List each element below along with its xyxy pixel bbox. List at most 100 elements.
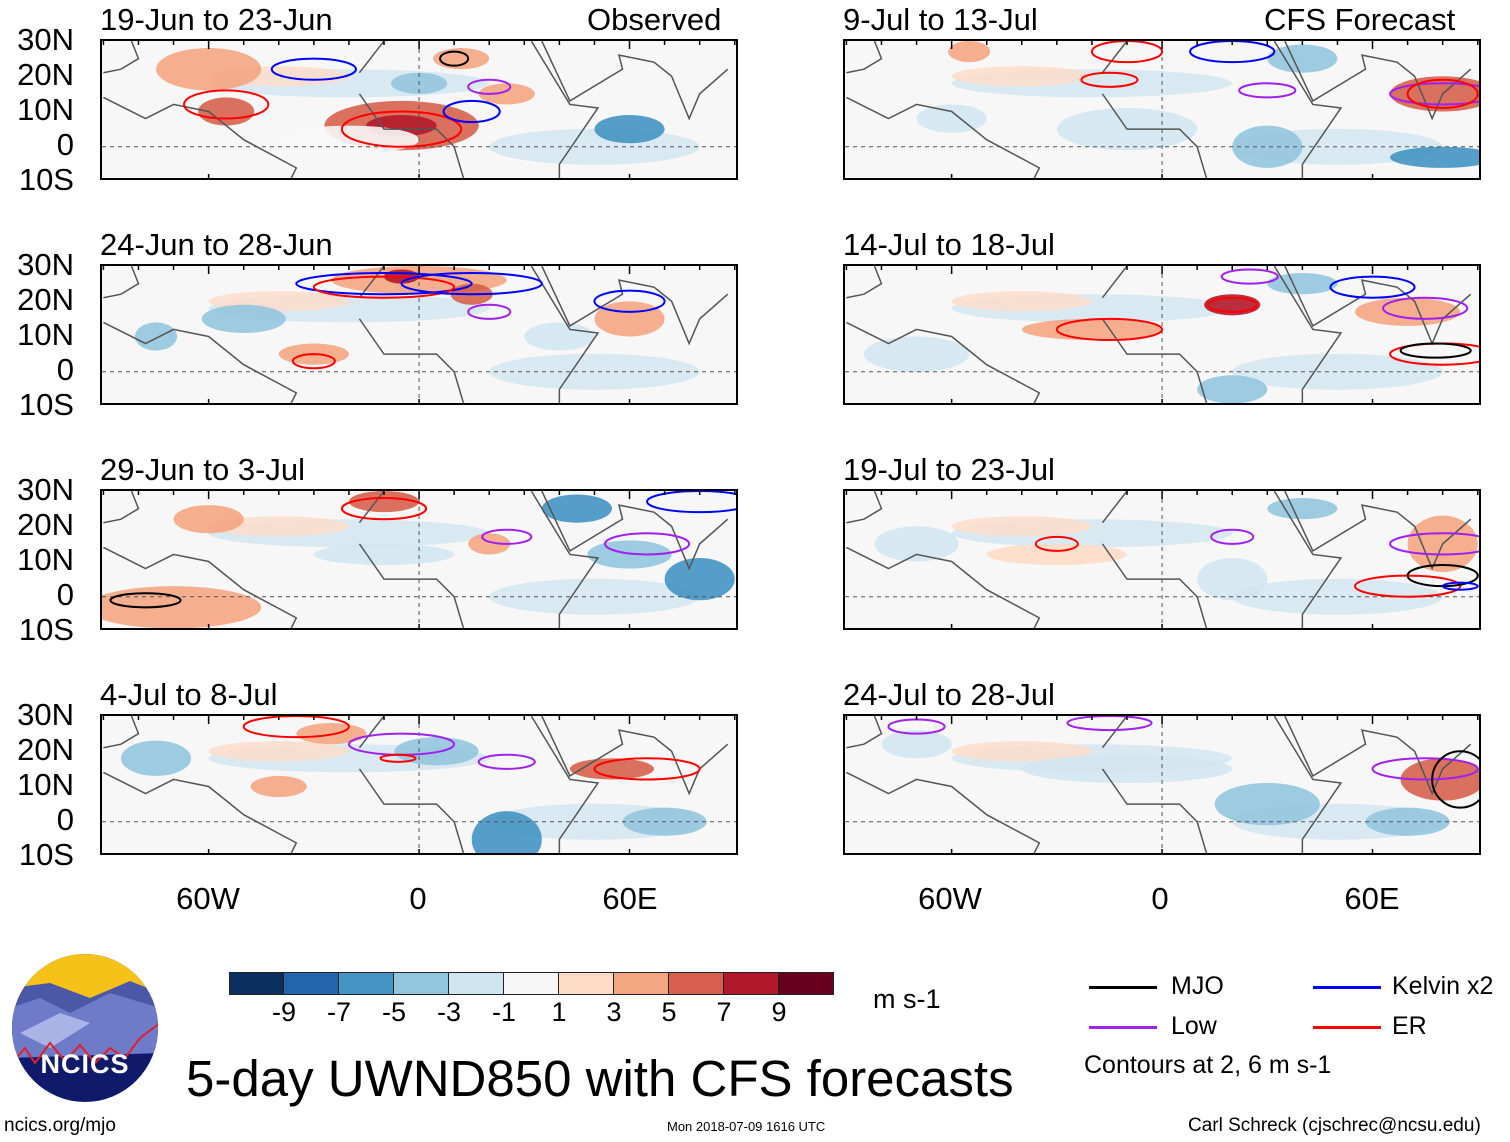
panel-title: 19-Jun to 23-Jun (100, 2, 333, 37)
colorbar-units: m s-1 (873, 984, 941, 1014)
wave-contour (439, 50, 470, 67)
map-panel (100, 264, 738, 405)
shading-region (1021, 754, 1233, 783)
observed-header: Observed (587, 2, 722, 37)
colorbar-tick: -3 (436, 997, 461, 1027)
panel-title: 29-Jun to 3-Jul (100, 452, 306, 487)
wave-contour (312, 275, 456, 299)
wave-contour (1371, 757, 1479, 781)
legend-low-label: Low (1171, 1012, 1217, 1040)
wave-contour (603, 532, 691, 556)
wave-contour (270, 57, 357, 81)
shading-region (468, 533, 511, 555)
shading-region (986, 543, 1127, 566)
lat-label: 30N (17, 697, 74, 732)
colorbar-tick: -9 (271, 997, 296, 1027)
wave-contour (1206, 296, 1258, 313)
lat-label: 0 (56, 352, 74, 387)
shading-region (1390, 76, 1479, 112)
contour-note: Contours at 2, 6 m s-1 (1084, 1051, 1332, 1079)
coastline-africa (1101, 266, 1343, 403)
wave-contour (1382, 296, 1469, 320)
legend-kelvin-line (1313, 986, 1381, 989)
shading-region (951, 516, 1092, 537)
coastline-africa (358, 266, 600, 403)
shading-region (948, 41, 991, 63)
wave-contour (1431, 750, 1479, 809)
shading-region (1021, 318, 1163, 341)
shading-region (594, 115, 665, 144)
shading-region (208, 741, 349, 762)
footer-url: ncics.org/mjo (4, 1115, 116, 1136)
colorbar-swatch (669, 972, 724, 995)
wave-contour (1441, 581, 1479, 591)
lat-label: 30N (17, 22, 74, 57)
map-panel (100, 489, 738, 630)
coastline-asia (541, 716, 729, 796)
map-panel (100, 39, 738, 180)
colorbar-tick: -5 (381, 997, 406, 1027)
colorbar-swatch (284, 972, 339, 995)
colorbar-tick: -1 (491, 997, 516, 1027)
panel-title: 9-Jul to 13-Jul (843, 2, 1038, 37)
shading-region (1232, 578, 1443, 615)
shading-region (664, 557, 735, 601)
colorbar-tick: 3 (606, 997, 622, 1027)
shading-region (208, 516, 349, 537)
lat-label: 10S (18, 837, 74, 872)
lat-label: 30N (17, 472, 74, 507)
shading-region (594, 301, 665, 337)
coastline-caribbean (103, 266, 140, 299)
coastline-caribbean (846, 41, 883, 74)
wave-contour (1080, 71, 1139, 88)
shading-region (1267, 273, 1338, 295)
colorbar-tick: -7 (326, 997, 351, 1027)
shading-region (916, 104, 987, 133)
shading-region (1354, 297, 1461, 326)
wave-contour (467, 303, 512, 320)
coastline-asia (1284, 491, 1472, 571)
shading-region (951, 291, 1092, 312)
wave-contour (1329, 275, 1416, 299)
wave-contour (1406, 78, 1479, 109)
lon-label: 60E (1344, 881, 1400, 916)
wave-contour (291, 353, 336, 370)
shading-region (1390, 146, 1479, 168)
coastline-south-america (846, 546, 1041, 628)
coastline-south-america (846, 321, 1041, 403)
shading-region (1197, 557, 1268, 601)
footer-author: Carl Schreck (cjschrec@ncsu.edu) (1188, 1115, 1481, 1136)
lon-label: 0 (409, 881, 427, 916)
wave-contour (481, 528, 533, 545)
lat-label: 10N (17, 767, 74, 802)
shading-region (489, 353, 700, 390)
colorbar-tick: 5 (661, 997, 677, 1027)
shading-region (951, 741, 1092, 762)
shading-region (951, 66, 1092, 87)
colorbar-swatch (229, 972, 284, 995)
wave-contour (183, 89, 270, 120)
colorbar-swatch (614, 972, 669, 995)
coastline-africa (358, 716, 600, 853)
map-panel (843, 39, 1481, 180)
legend-er-label: ER (1392, 1012, 1427, 1040)
cfs-forecast-header: CFS Forecast (1264, 2, 1456, 37)
wave-contour (1389, 82, 1479, 106)
shading-region (874, 526, 959, 562)
shading-region (524, 322, 595, 351)
coastline-africa (358, 41, 600, 178)
coastline-south-america (103, 771, 298, 853)
lat-label: 20N (17, 732, 74, 767)
shading-region (1267, 498, 1338, 520)
colorbar-swatch (339, 972, 394, 995)
coastline-asia (541, 491, 729, 571)
coastline-caribbean (103, 716, 140, 749)
coastline-africa (1101, 41, 1343, 178)
shading-region (102, 586, 262, 628)
wave-contour (400, 272, 543, 296)
wave-contour (593, 289, 666, 313)
wave-contour (340, 497, 428, 521)
shading-region (313, 543, 455, 566)
shading-region (433, 48, 490, 70)
wave-contour (1034, 535, 1079, 552)
